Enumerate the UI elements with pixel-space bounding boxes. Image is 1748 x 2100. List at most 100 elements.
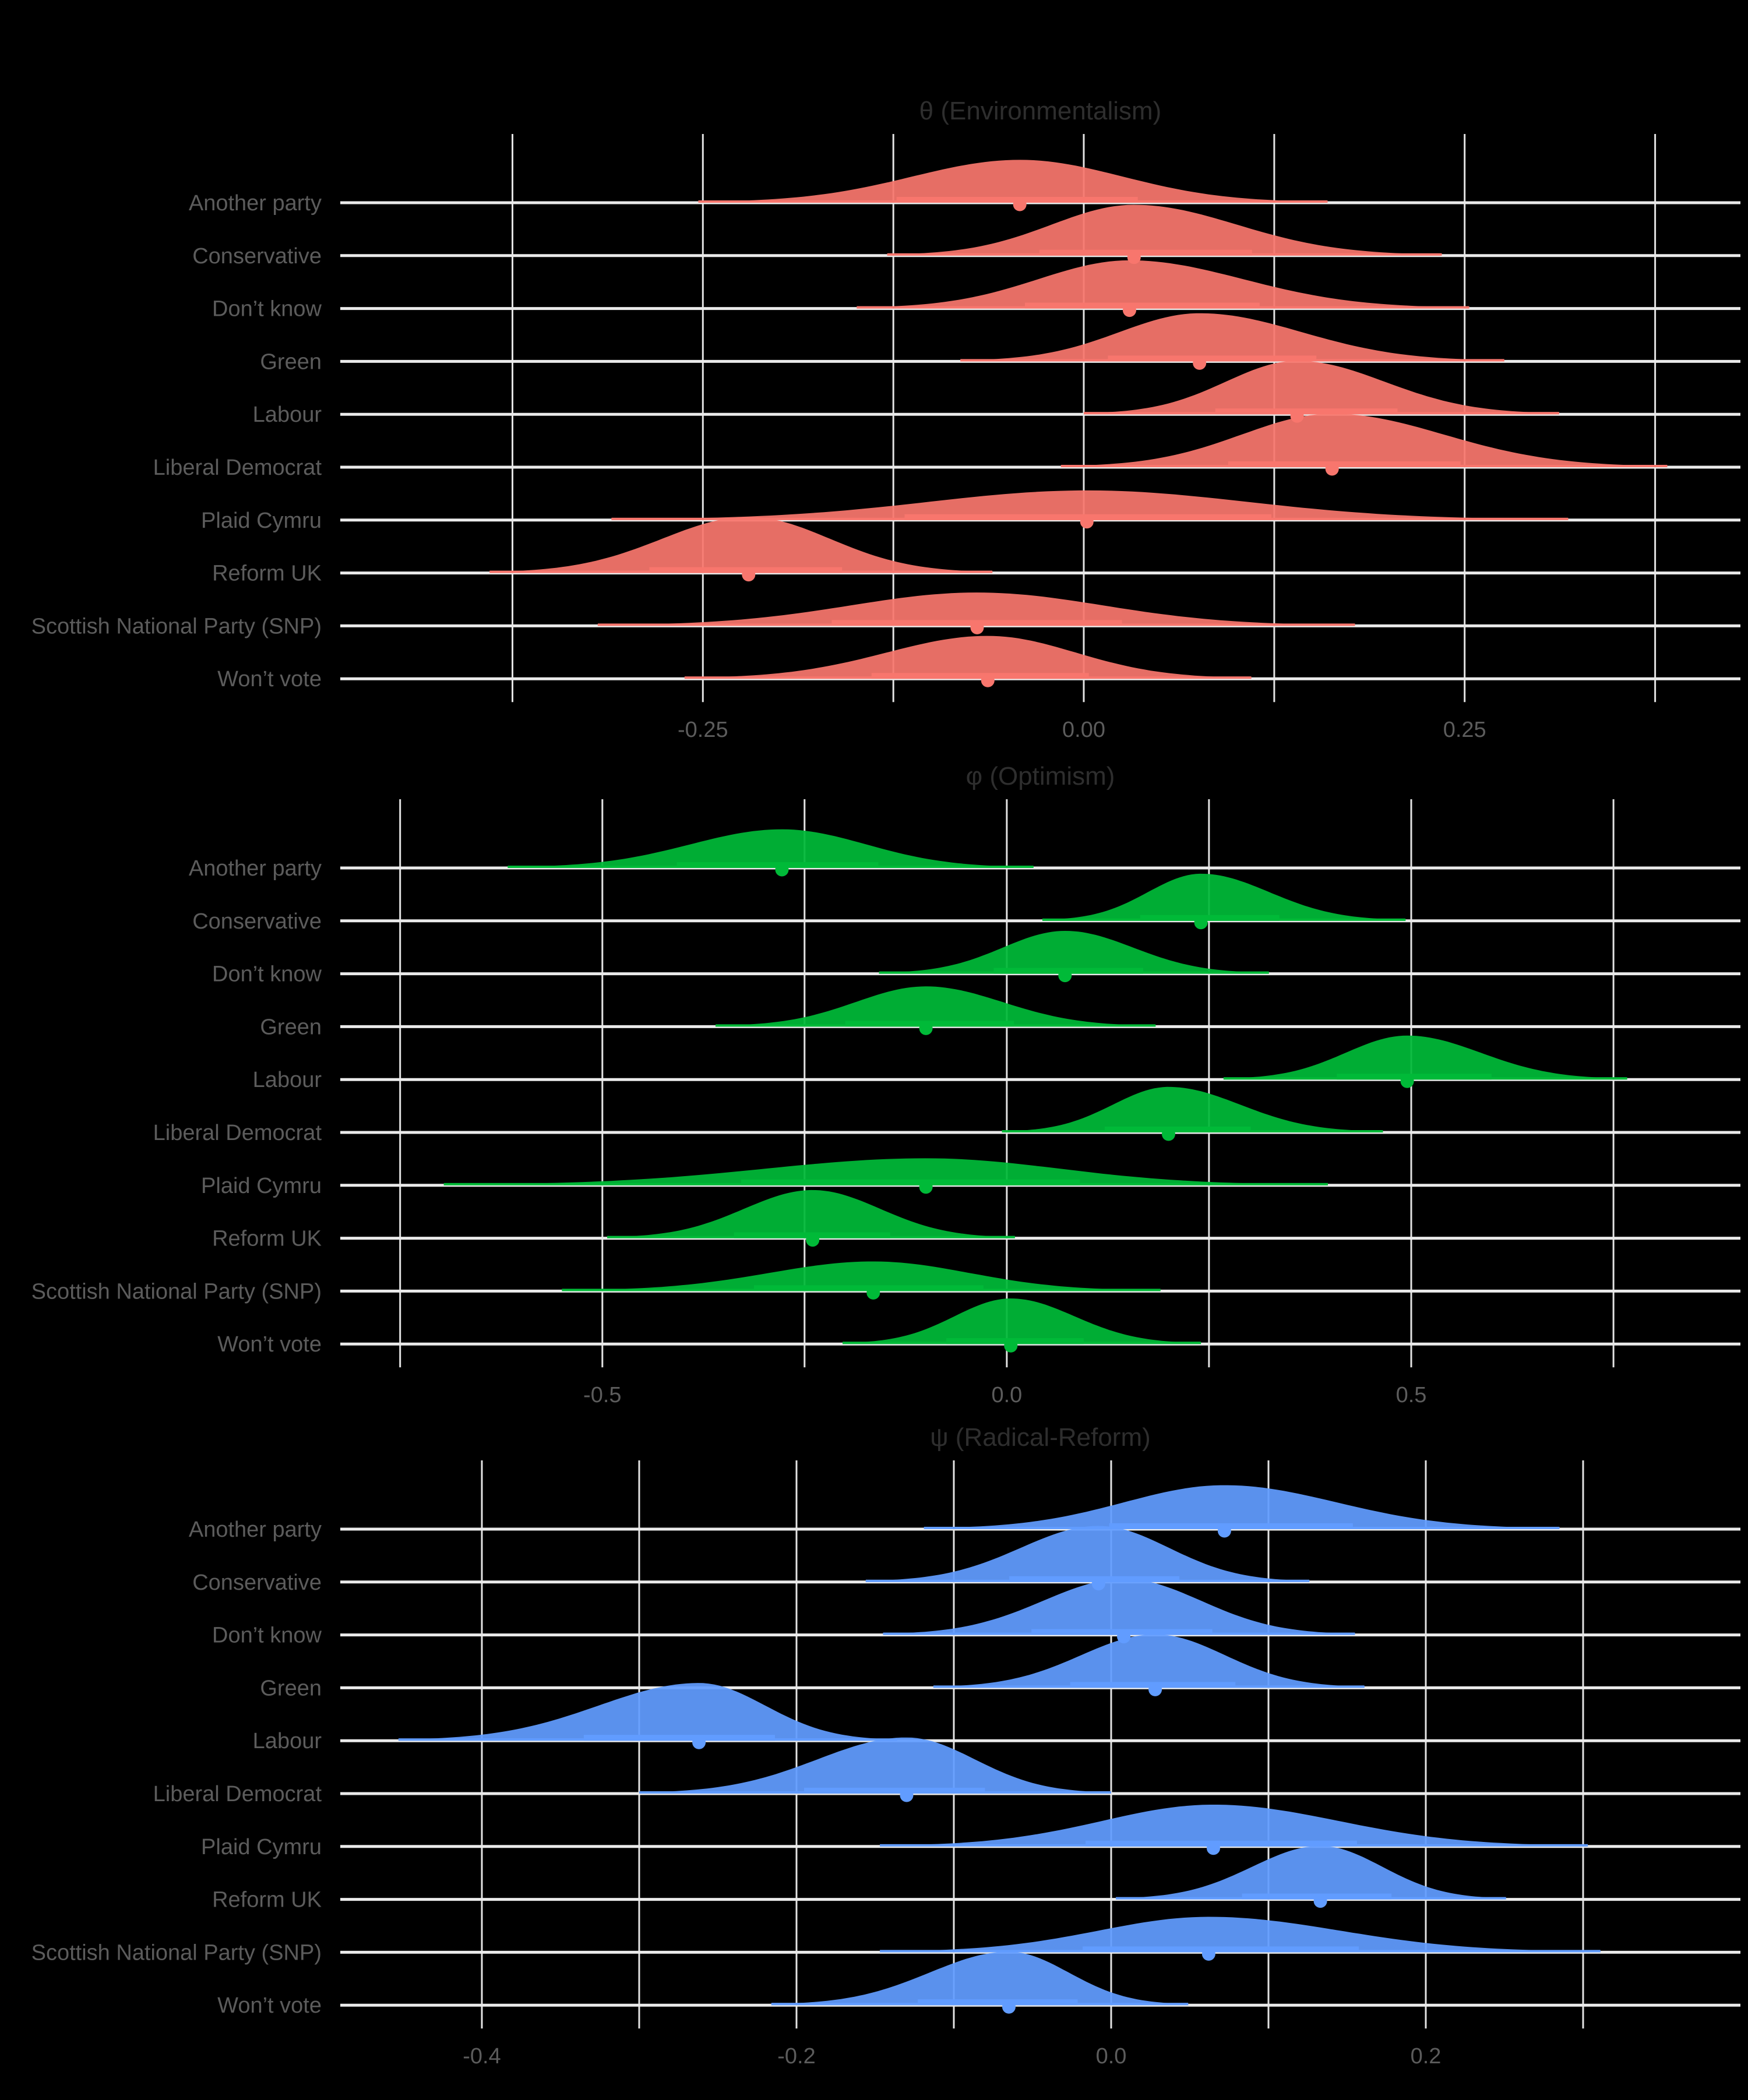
- density-row: [698, 160, 1328, 211]
- category-label: Conservative: [192, 1570, 322, 1595]
- density-slab: [880, 1917, 1601, 1953]
- density-row: [716, 986, 1156, 1035]
- density-row: [1116, 1845, 1506, 1908]
- median-point: [1194, 916, 1208, 930]
- category-label: Scottish National Party (SNP): [31, 614, 322, 638]
- density-row: [879, 931, 1269, 983]
- category-label: Plaid Cymru: [201, 1174, 322, 1198]
- median-point: [970, 620, 984, 634]
- density-row: [398, 1683, 897, 1749]
- category-label: Green: [260, 1015, 322, 1039]
- density-row: [607, 1190, 1015, 1247]
- panel-1: Another party Conservative Don’t know Green…: [31, 762, 1740, 1407]
- x-tick-label: -0.2: [777, 2044, 815, 2069]
- median-point: [1123, 303, 1136, 317]
- category-label: Green: [260, 350, 322, 374]
- density-slab: [865, 1526, 1310, 1582]
- density-slab: [960, 313, 1504, 362]
- density-row: [857, 260, 1469, 317]
- x-tick-label: 0.25: [1443, 718, 1486, 742]
- density-slab: [443, 1158, 1328, 1185]
- density-slab: [857, 260, 1469, 309]
- x-tick-label: 0.2: [1411, 2044, 1442, 2069]
- density-row: [611, 490, 1569, 529]
- density-slab: [562, 1261, 1161, 1291]
- density-row: [1223, 1035, 1627, 1088]
- density-row: [562, 1261, 1161, 1300]
- x-tick-label: -0.4: [463, 2044, 501, 2069]
- median-point: [981, 673, 995, 687]
- density-row: [880, 1917, 1601, 1961]
- density-slab: [1060, 414, 1668, 467]
- panel-0: Another party Conservative Don’t know Green…: [31, 97, 1740, 742]
- x-tick-label: 0.0: [1096, 2044, 1127, 2069]
- x-tick-label: -0.5: [583, 1383, 621, 1407]
- density-slab: [933, 1634, 1365, 1688]
- x-tick-label: 0.5: [1396, 1383, 1427, 1407]
- category-label: Won’t vote: [217, 1332, 322, 1357]
- median-point: [1207, 1841, 1220, 1855]
- density-row: [1060, 414, 1668, 476]
- density-slab: [1042, 873, 1406, 921]
- density-slab: [698, 160, 1328, 203]
- density-row: [1002, 1086, 1383, 1141]
- category-label: Labour: [253, 403, 322, 427]
- density-row: [443, 1158, 1328, 1194]
- category-label: Green: [260, 1676, 322, 1700]
- median-point: [1002, 2000, 1016, 2014]
- median-point: [1325, 462, 1339, 476]
- category-label: Reform UK: [212, 562, 322, 586]
- density-slab: [508, 829, 1034, 868]
- panel-title: θ (Environmentalism): [919, 97, 1162, 125]
- median-point: [1080, 515, 1094, 529]
- median-point: [1058, 969, 1072, 983]
- density-row: [508, 829, 1034, 877]
- density-slab: [607, 1190, 1015, 1238]
- density-slab: [1116, 1845, 1506, 1900]
- median-point: [1148, 1682, 1162, 1696]
- category-label: Won’t vote: [217, 1993, 322, 2018]
- density-slab: [880, 1805, 1588, 1847]
- density-row: [933, 1634, 1365, 1696]
- category-label: Another party: [189, 1517, 322, 1542]
- density-slab: [924, 1485, 1560, 1529]
- density-slab: [716, 986, 1156, 1027]
- median-point: [775, 863, 789, 877]
- category-label: Liberal Democrat: [153, 1782, 322, 1806]
- median-point: [1201, 1947, 1215, 1961]
- category-label: Liberal Democrat: [153, 456, 322, 480]
- density-row: [489, 517, 993, 582]
- category-label: Another party: [189, 856, 322, 881]
- category-label: Another party: [189, 191, 322, 216]
- density-row: [843, 1298, 1201, 1353]
- category-label: Don’t know: [212, 297, 322, 322]
- density-slab: [611, 490, 1569, 520]
- density-slab: [639, 1737, 1111, 1794]
- density-slab: [879, 931, 1269, 974]
- category-label: Conservative: [192, 909, 322, 934]
- median-point: [806, 1233, 820, 1247]
- density-row: [684, 636, 1252, 687]
- panel-2: Another party Conservative Don’t know Green…: [31, 1423, 1740, 2069]
- category-label: Plaid Cymru: [201, 1835, 322, 1859]
- density-slab: [1223, 1035, 1627, 1080]
- median-point: [1313, 1894, 1327, 1908]
- density-slab: [771, 1951, 1189, 2006]
- density-slab: [887, 204, 1442, 256]
- median-point: [900, 1788, 914, 1802]
- category-label: Don’t know: [212, 1623, 322, 1648]
- density-row: [639, 1737, 1111, 1802]
- density-slab: [1002, 1086, 1383, 1132]
- median-point: [1400, 1074, 1414, 1088]
- density-slab: [597, 592, 1355, 626]
- density-row: [924, 1485, 1560, 1538]
- category-label: Labour: [253, 1729, 322, 1753]
- category-label: Plaid Cymru: [201, 509, 322, 533]
- median-point: [919, 1021, 933, 1035]
- density-slab: [489, 517, 993, 573]
- median-point: [692, 1735, 706, 1749]
- density-slab: [843, 1298, 1201, 1344]
- density-row: [771, 1951, 1189, 2014]
